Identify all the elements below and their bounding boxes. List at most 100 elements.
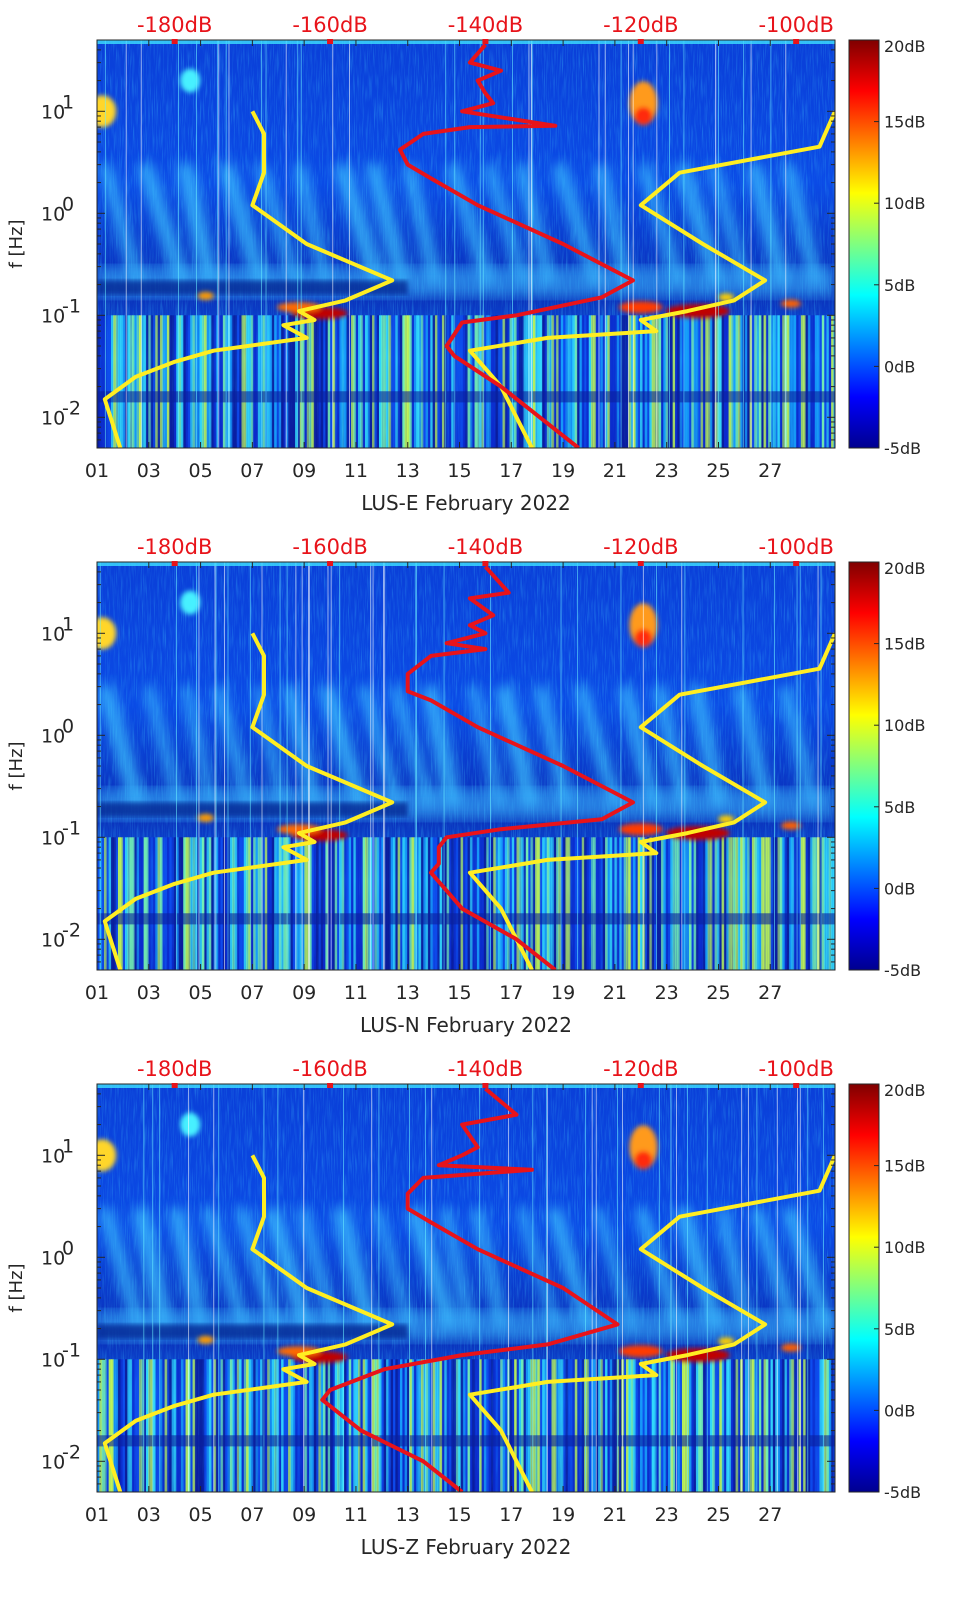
spectral-column	[323, 1359, 326, 1492]
spectral-column	[761, 1359, 765, 1492]
storm-streak	[333, 162, 386, 287]
spectral-column	[556, 1359, 560, 1492]
storm-streak	[421, 685, 462, 809]
spectral-column	[362, 1359, 366, 1492]
spectral-column	[411, 315, 415, 448]
energy-hotspot	[780, 1343, 801, 1352]
spectral-column	[733, 315, 737, 448]
spectral-column	[821, 837, 825, 970]
spectral-column	[707, 837, 711, 970]
spectral-column	[176, 1359, 180, 1492]
spectral-column	[803, 837, 807, 970]
spectral-column	[782, 1359, 786, 1492]
spectral-column	[593, 837, 597, 970]
spectral-column	[667, 837, 671, 970]
storm-streak	[439, 1207, 476, 1330]
spectral-column	[476, 315, 480, 448]
spectral-column	[250, 1359, 254, 1492]
spectral-column	[814, 837, 818, 970]
spectral-column	[229, 837, 233, 970]
spectral-column	[558, 315, 562, 448]
spectral-column	[318, 1359, 322, 1492]
spectral-column	[591, 837, 595, 970]
spectral-column	[106, 1359, 110, 1492]
spectral-column	[688, 837, 692, 970]
spectral-column	[651, 315, 655, 448]
spectral-column	[197, 315, 201, 448]
spectral-column	[574, 315, 578, 448]
spectral-column	[744, 837, 748, 970]
spectral-column	[320, 837, 324, 970]
top-axis-label: -160dB	[292, 1057, 367, 1081]
spectral-column	[239, 1359, 243, 1492]
spectral-column	[483, 1359, 487, 1492]
spectral-column	[183, 1359, 187, 1492]
spectral-column	[334, 837, 338, 970]
x-tick-label: 27	[758, 1504, 782, 1526]
spectral-column	[479, 315, 483, 448]
spectral-column	[570, 837, 574, 970]
spectral-column	[614, 837, 618, 970]
spectral-column	[528, 837, 532, 970]
spectral-column	[439, 1359, 443, 1492]
spectral-column	[831, 1359, 835, 1492]
y-tick-exponent: 1	[62, 1135, 74, 1157]
spectral-column	[278, 315, 282, 448]
spectral-column	[516, 315, 520, 448]
spectral-column	[169, 1359, 173, 1492]
spectral-column	[663, 1359, 667, 1492]
spectrogram-panel-lus-z: 01 03 05 07 09 11 13 15 17 19 21 23 25 2710-210-11001…	[6, 1057, 926, 1559]
x-tick-label: 27	[758, 460, 782, 482]
spectral-column	[684, 1359, 688, 1492]
spectral-column	[486, 1359, 490, 1492]
spectral-column	[500, 1359, 504, 1492]
x-tick-label: 23	[655, 1504, 679, 1526]
spectral-column	[420, 315, 424, 448]
spectral-column	[523, 1359, 527, 1492]
spectral-column	[660, 1359, 664, 1492]
spectral-column	[735, 837, 739, 970]
low-frequency-columns	[97, 837, 835, 970]
spectral-column	[821, 315, 825, 448]
spectrogram-panel-lus-n: 01 03 05 07 09 11 13 15 17 19 21 23 25 2710-210-11001…	[6, 535, 926, 1037]
spectral-column	[702, 1359, 706, 1492]
spectral-column	[332, 1359, 336, 1492]
spectral-column	[309, 315, 313, 448]
spectral-column	[320, 1359, 324, 1492]
spectral-column	[644, 1359, 648, 1492]
spectral-column	[700, 837, 704, 970]
spectral-column	[276, 837, 280, 970]
spectral-column	[532, 837, 536, 970]
storm-streak	[515, 163, 556, 286]
spectral-column	[190, 315, 194, 448]
spectral-column	[723, 1359, 727, 1492]
spectral-column	[243, 1359, 247, 1492]
y-tick-exponent: -2	[62, 397, 81, 419]
spectral-column	[290, 315, 294, 448]
spectral-column	[208, 1359, 212, 1492]
spectral-column	[358, 1359, 361, 1492]
spectral-column	[150, 315, 154, 448]
spectral-column	[588, 1359, 592, 1492]
spectral-column	[150, 1359, 154, 1492]
spectral-column	[556, 315, 560, 448]
spectral-column	[173, 837, 177, 970]
spectral-column	[516, 1359, 520, 1492]
y-tick-exponent: 1	[62, 91, 74, 113]
spectral-column	[159, 315, 163, 448]
spectral-column	[684, 315, 688, 448]
spectral-column	[500, 837, 504, 970]
spectral-column	[155, 837, 159, 970]
x-tick-label: 13	[396, 460, 420, 482]
spectral-column	[605, 315, 608, 448]
spectral-column	[446, 837, 450, 970]
y-tick-label: 10	[41, 101, 65, 123]
spectral-column	[369, 1359, 373, 1492]
spectral-column	[157, 315, 161, 448]
spectral-column	[579, 315, 583, 448]
y-tick-label: 10	[41, 623, 65, 645]
top-axis-tick	[793, 561, 800, 566]
spectral-column	[297, 1359, 301, 1492]
top-axis-label: -120dB	[603, 13, 678, 37]
